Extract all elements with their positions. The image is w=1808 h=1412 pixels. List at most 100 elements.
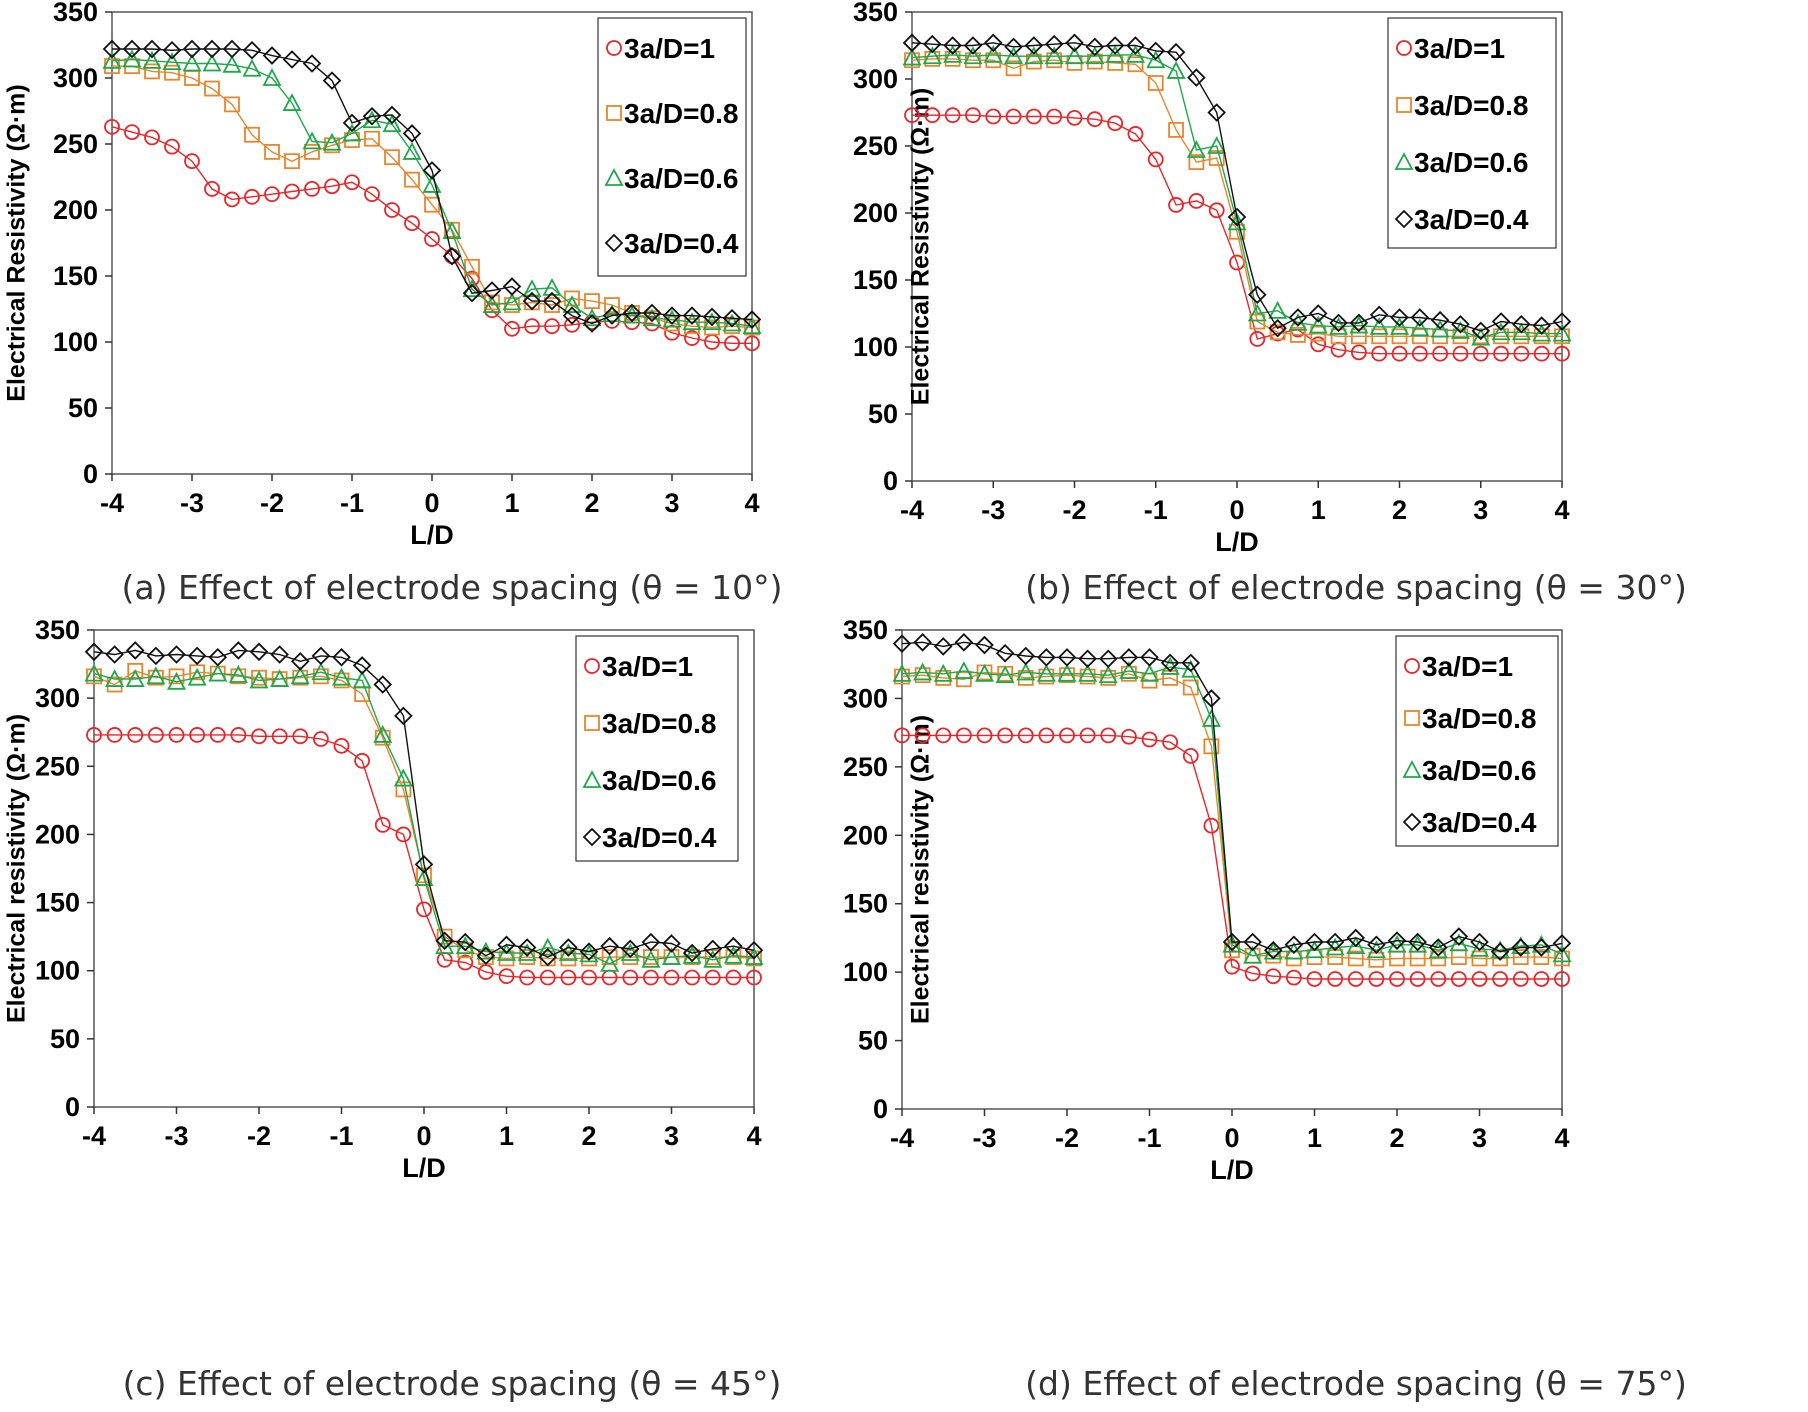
data-point — [1025, 108, 1042, 125]
data-point — [662, 934, 681, 953]
data-point — [1310, 336, 1327, 353]
data-point — [84, 663, 104, 682]
data-point — [935, 727, 952, 744]
data-point — [725, 969, 742, 986]
data-point — [393, 768, 413, 787]
data-point — [975, 663, 994, 682]
data-point — [955, 727, 972, 744]
data-point — [1432, 345, 1449, 362]
series-line — [111, 58, 753, 327]
data-point — [1532, 316, 1551, 335]
data-point — [322, 132, 342, 151]
data-point — [963, 36, 983, 55]
data-point — [1120, 665, 1137, 682]
data-point — [1470, 938, 1489, 957]
data-point — [1119, 661, 1139, 679]
data-point — [1098, 665, 1118, 684]
data-point — [147, 727, 164, 743]
data-point — [1428, 938, 1448, 957]
data-point — [249, 642, 269, 662]
x-tick-label: 0 — [424, 488, 439, 518]
legend-d: 3a/D=1 3a/D=0.8 3a/D=0.6 3a/D=0.4 — [1395, 635, 1559, 847]
data-point — [1263, 940, 1283, 960]
data-point — [1367, 935, 1386, 955]
data-point — [1182, 748, 1199, 764]
data-point — [1451, 314, 1470, 334]
data-point — [1046, 108, 1063, 125]
line-chart-c: 0 50 100 150 200 250 300 350 -4 -3 -2 -1 0 1 2 3 4 L/D Ele… — [3, 615, 764, 1183]
data-point — [1141, 731, 1158, 748]
data-point — [562, 295, 582, 313]
data-point — [182, 39, 202, 59]
data-point — [682, 943, 702, 963]
data-point — [579, 944, 599, 963]
data-point — [600, 936, 619, 956]
y-tick-label: 250 — [35, 751, 80, 781]
data-point — [1188, 154, 1205, 170]
data-point — [324, 137, 340, 154]
series-line — [112, 48, 753, 325]
legend-label: 3a/D=0.4 — [1422, 807, 1537, 838]
data-point — [995, 665, 1015, 684]
x-tick-label: -4 — [82, 1121, 106, 1151]
legend-a: 3a/D=1 3a/D=0.8 3a/D=0.6 3a/D=0.4 — [597, 17, 747, 277]
data-point — [1428, 940, 1448, 959]
data-point — [264, 186, 280, 203]
data-point — [1037, 648, 1056, 667]
data-point — [1024, 46, 1044, 65]
data-point — [352, 670, 372, 689]
data-point — [955, 671, 972, 688]
data-point — [1306, 971, 1323, 987]
data-point — [1100, 670, 1117, 686]
data-point — [146, 666, 166, 685]
data-point — [1078, 649, 1097, 669]
data-point — [544, 318, 560, 335]
caption-d: (d) Effect of electrode spacing (θ = 75°… — [1025, 1364, 1687, 1403]
data-point — [354, 752, 371, 769]
legend-label: 3a/D=0.8 — [624, 98, 738, 129]
data-point — [724, 936, 743, 956]
x-tick-label: 2 — [1392, 495, 1407, 525]
data-point — [1471, 950, 1488, 967]
data-point — [742, 316, 762, 335]
data-point — [1208, 150, 1225, 166]
legend-marker — [1404, 658, 1420, 674]
data-point — [1017, 727, 1034, 744]
legend-label: 3a/D=0.6 — [624, 163, 738, 194]
data-point — [684, 969, 701, 986]
data-point — [1511, 936, 1531, 955]
x-tick-label: 1 — [504, 488, 519, 518]
data-point — [462, 283, 482, 303]
x-axis-label: L/D — [1210, 1155, 1254, 1185]
data-point — [1552, 312, 1572, 331]
data-point — [1249, 313, 1266, 330]
series-line — [911, 54, 1562, 339]
data-point — [1369, 316, 1389, 335]
data-point — [564, 316, 580, 333]
legend-marker — [1402, 760, 1422, 778]
data-point — [682, 945, 702, 964]
data-point — [1079, 727, 1096, 744]
data-point — [1085, 46, 1105, 65]
data-point — [544, 297, 560, 313]
data-point — [622, 303, 642, 323]
data-point — [1533, 345, 1550, 362]
y-tick-label: 350 — [843, 615, 888, 645]
y-tick-label: 50 — [858, 1026, 888, 1056]
y-tick-label: 50 — [868, 399, 898, 429]
data-point — [332, 647, 351, 667]
data-point — [202, 53, 222, 72]
data-point — [1160, 653, 1180, 673]
x-tick-label: -3 — [981, 495, 1005, 525]
x-tick-label: 0 — [416, 1121, 431, 1151]
data-point — [1166, 42, 1186, 62]
data-point — [102, 39, 122, 59]
data-point — [1140, 648, 1159, 667]
data-point — [1389, 971, 1405, 987]
data-point — [1203, 738, 1220, 755]
data-point — [913, 662, 933, 681]
data-point — [242, 41, 262, 60]
data-point — [620, 939, 640, 959]
data-point — [284, 183, 300, 200]
data-point — [1086, 111, 1103, 128]
